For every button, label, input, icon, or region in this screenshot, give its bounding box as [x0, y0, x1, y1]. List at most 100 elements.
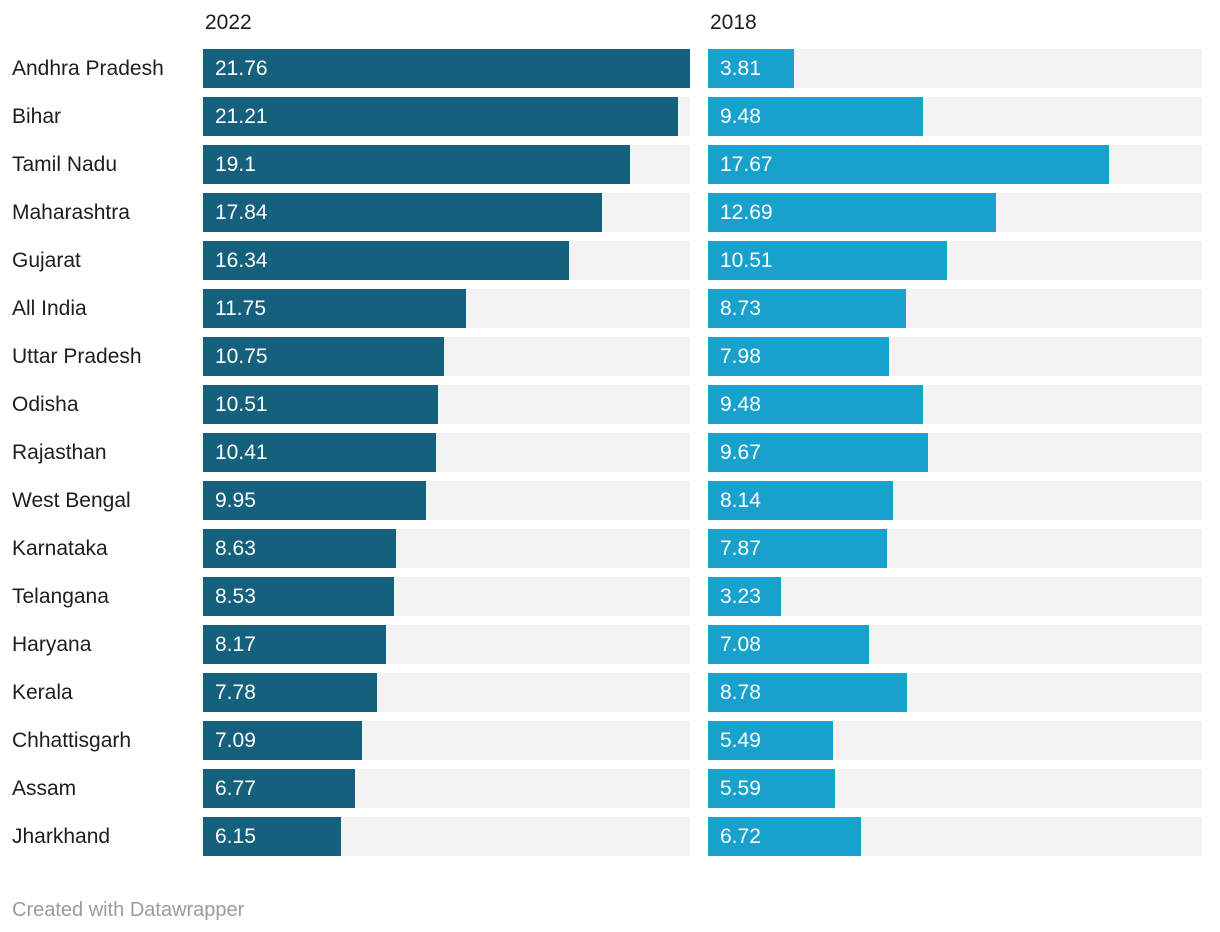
- chart-row: Bihar 21.21 9.48: [0, 97, 1220, 136]
- bar-2018: 7.08: [708, 625, 869, 664]
- bar-track-2018: 10.51: [708, 241, 1202, 280]
- column-gap: [690, 625, 708, 664]
- bar-value-label-2018: 10.51: [720, 248, 773, 272]
- bar-2018: 8.73: [708, 289, 907, 328]
- bar-value-label-2018: 3.81: [720, 56, 761, 80]
- row-label: Jharkhand: [12, 824, 111, 848]
- column-gap: [690, 289, 708, 328]
- bar-value-label-2018: 7.08: [720, 632, 761, 656]
- column-gap: [690, 529, 708, 568]
- chart-row: Gujarat 16.34 10.51: [0, 241, 1220, 280]
- bar-value-label-2018: 9.67: [720, 440, 761, 464]
- column-gap: [690, 481, 708, 520]
- bar-value-label-2018: 8.73: [720, 296, 761, 320]
- bar-track-2022: 7.78: [203, 673, 690, 712]
- bar-2022: 21.21: [203, 97, 678, 136]
- bar-2022: 8.63: [203, 529, 397, 568]
- bar-2022: 17.84: [203, 193, 603, 232]
- bar-track-2022: 9.95: [203, 481, 690, 520]
- bar-track-2018: 17.67: [708, 145, 1202, 184]
- bar-value-label-2018: 7.98: [720, 344, 761, 368]
- column-gap: [690, 241, 708, 280]
- bar-track-2018: 9.48: [708, 385, 1202, 424]
- bar-2022: 6.77: [203, 769, 355, 808]
- row-label: Telangana: [12, 584, 109, 608]
- bar-value-label-2018: 6.72: [720, 824, 761, 848]
- bar-track-2022: 19.1: [203, 145, 690, 184]
- chart-row: Jharkhand 6.15 6.72: [0, 817, 1220, 856]
- bar-track-2018: 8.73: [708, 289, 1202, 328]
- bar-2022: 7.78: [203, 673, 378, 712]
- bar-value-label-2018: 12.69: [720, 200, 773, 224]
- chart-row: Telangana 8.53 3.23: [0, 577, 1220, 616]
- bar-value-label-2022: 16.34: [215, 248, 268, 272]
- bar-2018: 17.67: [708, 145, 1110, 184]
- bar-2022: 10.51: [203, 385, 439, 424]
- column-gap: [690, 577, 708, 616]
- bar-value-label-2022: 6.15: [215, 824, 256, 848]
- column-gap: [690, 97, 708, 136]
- bar-2018: 8.14: [708, 481, 893, 520]
- bar-track-2018: 7.87: [708, 529, 1202, 568]
- row-label: Bihar: [12, 104, 62, 128]
- bar-2018: 10.51: [708, 241, 947, 280]
- bar-2022: 8.17: [203, 625, 386, 664]
- bar-value-label-2022: 11.75: [215, 296, 266, 320]
- bar-track-2022: 7.09: [203, 721, 690, 760]
- bar-2018: 12.69: [708, 193, 997, 232]
- bar-track-2018: 7.08: [708, 625, 1202, 664]
- row-label: Tamil Nadu: [12, 152, 118, 176]
- bar-2018: 7.87: [708, 529, 887, 568]
- bar-track-2022: 8.63: [203, 529, 690, 568]
- chart-row: Andhra Pradesh 21.76 3.81: [0, 49, 1220, 88]
- bar-2022: 10.75: [203, 337, 444, 376]
- column-gap: [690, 49, 708, 88]
- row-label: Gujarat: [12, 248, 81, 272]
- bar-2022: 10.41: [203, 433, 436, 472]
- bar-2018: 9.67: [708, 433, 928, 472]
- bar-value-label-2018: 5.49: [720, 728, 761, 752]
- bar-value-label-2022: 19.1: [215, 152, 256, 176]
- chart-rows: Andhra Pradesh 21.76 3.81 Bihar 21.21: [0, 49, 1220, 856]
- bar-2022: 21.76: [203, 49, 690, 88]
- bar-value-label-2018: 9.48: [720, 104, 761, 128]
- bar-track-2018: 8.78: [708, 673, 1202, 712]
- bar-track-2018: 9.67: [708, 433, 1202, 472]
- bar-value-label-2022: 8.53: [215, 584, 256, 608]
- bar-value-label-2022: 7.09: [215, 728, 256, 752]
- bar-track-2022: 11.75: [203, 289, 690, 328]
- bar-2018: 3.23: [708, 577, 782, 616]
- bar-track-2022: 6.15: [203, 817, 690, 856]
- bar-2022: 9.95: [203, 481, 426, 520]
- bar-track-2018: 5.49: [708, 721, 1202, 760]
- bar-2018: 3.81: [708, 49, 795, 88]
- bar-track-2018: 3.81: [708, 49, 1202, 88]
- column-header-2022: 2022: [205, 11, 252, 34]
- bar-value-label-2022: 7.78: [215, 680, 256, 704]
- chart-row: Chhattisgarh 7.09 5.49: [0, 721, 1220, 760]
- bar-track-2022: 16.34: [203, 241, 690, 280]
- row-label: Uttar Pradesh: [12, 344, 142, 368]
- chart-row: All India 11.75 8.73: [0, 289, 1220, 328]
- bar-value-label-2022: 10.41: [215, 440, 268, 464]
- bar-value-label-2022: 9.95: [215, 488, 256, 512]
- row-label: Haryana: [12, 632, 92, 656]
- bar-value-label-2022: 21.21: [215, 104, 268, 128]
- chart-row: Rajasthan 10.41 9.67: [0, 433, 1220, 472]
- bar-track-2022: 8.53: [203, 577, 690, 616]
- bar-value-label-2018: 8.78: [720, 680, 761, 704]
- bar-track-2018: 7.98: [708, 337, 1202, 376]
- bar-track-2022: 21.76: [203, 49, 690, 88]
- chart-row: Tamil Nadu 19.1 17.67: [0, 145, 1220, 184]
- row-label: West Bengal: [12, 488, 131, 512]
- bar-2018: 5.49: [708, 721, 833, 760]
- column-gap: [690, 145, 708, 184]
- bar-value-label-2022: 10.51: [215, 392, 268, 416]
- bar-value-label-2018: 17.67: [720, 152, 773, 176]
- column-gap: [690, 433, 708, 472]
- bar-value-label-2022: 21.76: [215, 56, 268, 80]
- bar-track-2018: 6.72: [708, 817, 1202, 856]
- bar-value-label-2022: 8.17: [215, 632, 256, 656]
- bar-track-2022: 10.75: [203, 337, 690, 376]
- row-label: Andhra Pradesh: [12, 56, 164, 80]
